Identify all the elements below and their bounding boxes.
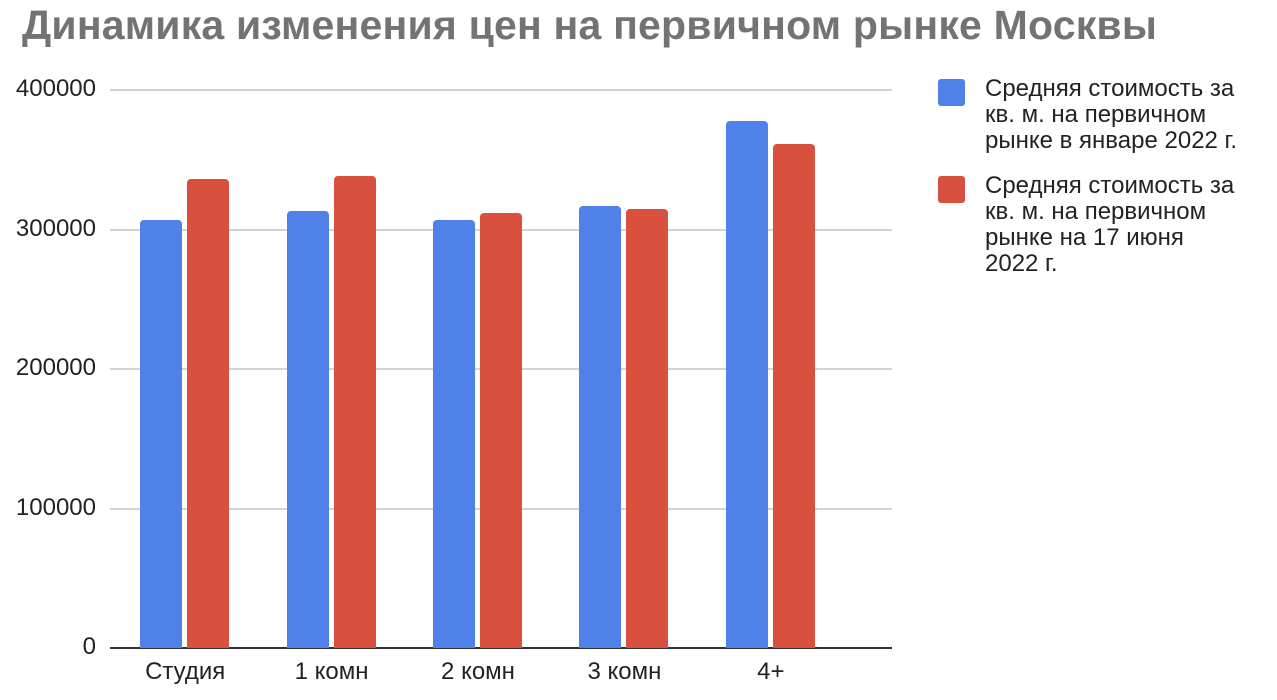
legend: Средняя стоимость за кв. м. на первичном р… xyxy=(938,76,1277,296)
y-tick-label: 200000 xyxy=(15,354,96,381)
bar-june xyxy=(772,144,815,648)
y-tick-label: 400000 xyxy=(15,75,96,102)
x-tick-label: 1 комн xyxy=(294,658,369,685)
bar-january xyxy=(725,120,768,648)
x-axis-line xyxy=(110,647,892,649)
legend-label-line: Средняя стоимость за xyxy=(985,75,1235,102)
x-tick-label: 2 комн xyxy=(441,658,515,685)
bar-january xyxy=(579,205,622,648)
legend-label-line: рынке в январе 2022 г. xyxy=(985,127,1238,154)
x-tick-label: Студия xyxy=(145,658,226,685)
legend-label-line: рынке на 17 июня xyxy=(985,224,1184,251)
legend-item: Средняя стоимость за кв. м. на первичном р… xyxy=(938,173,1277,277)
bar-june xyxy=(480,212,522,648)
legend-label-line: Средняя стоимость за xyxy=(985,172,1235,199)
y-tick-label: 100000 xyxy=(15,493,96,521)
y-tick-label: 0 xyxy=(82,633,96,660)
x-tick-label: 4+ xyxy=(757,658,785,685)
gridline xyxy=(110,89,892,91)
legend-label-line: кв. м. на первичном xyxy=(985,198,1207,225)
bar-january xyxy=(433,219,475,648)
bar-january xyxy=(286,211,329,648)
legend-item: Средняя стоимость за кв. м. на первичном р… xyxy=(938,76,1277,154)
x-tick-label: 3 комн xyxy=(587,658,662,685)
bar-june xyxy=(187,179,230,648)
legend-label-line: 2022 г. xyxy=(985,250,1058,277)
legend-swatch-icon xyxy=(938,79,965,106)
legend-label-line: кв. м. на первичном xyxy=(985,101,1207,128)
legend-swatch-icon xyxy=(938,176,965,203)
bar-january xyxy=(140,219,183,648)
chart-title: Динамика изменения цен на первичном рынк… xyxy=(22,2,1158,48)
bar-june xyxy=(626,208,669,648)
y-tick-label: 300000 xyxy=(15,214,96,242)
bar-june xyxy=(333,176,376,648)
